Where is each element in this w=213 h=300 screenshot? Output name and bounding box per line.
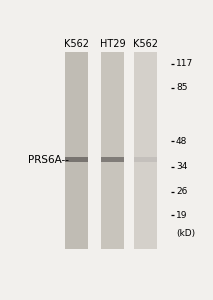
Text: 85: 85 <box>176 83 187 92</box>
Text: 117: 117 <box>176 59 193 68</box>
Bar <box>65 157 88 163</box>
Text: HT29: HT29 <box>100 39 125 49</box>
Text: 19: 19 <box>176 211 187 220</box>
Bar <box>65 52 88 248</box>
Text: 48: 48 <box>176 136 187 146</box>
Bar <box>134 52 157 248</box>
Text: 26: 26 <box>176 188 187 196</box>
Bar <box>101 157 124 163</box>
Text: 34: 34 <box>176 162 187 171</box>
Text: PRS6A--: PRS6A-- <box>28 154 69 165</box>
Text: (kD): (kD) <box>176 229 195 238</box>
Bar <box>134 157 157 163</box>
Text: K562: K562 <box>133 39 158 49</box>
Text: K562: K562 <box>64 39 89 49</box>
Bar <box>101 52 124 248</box>
